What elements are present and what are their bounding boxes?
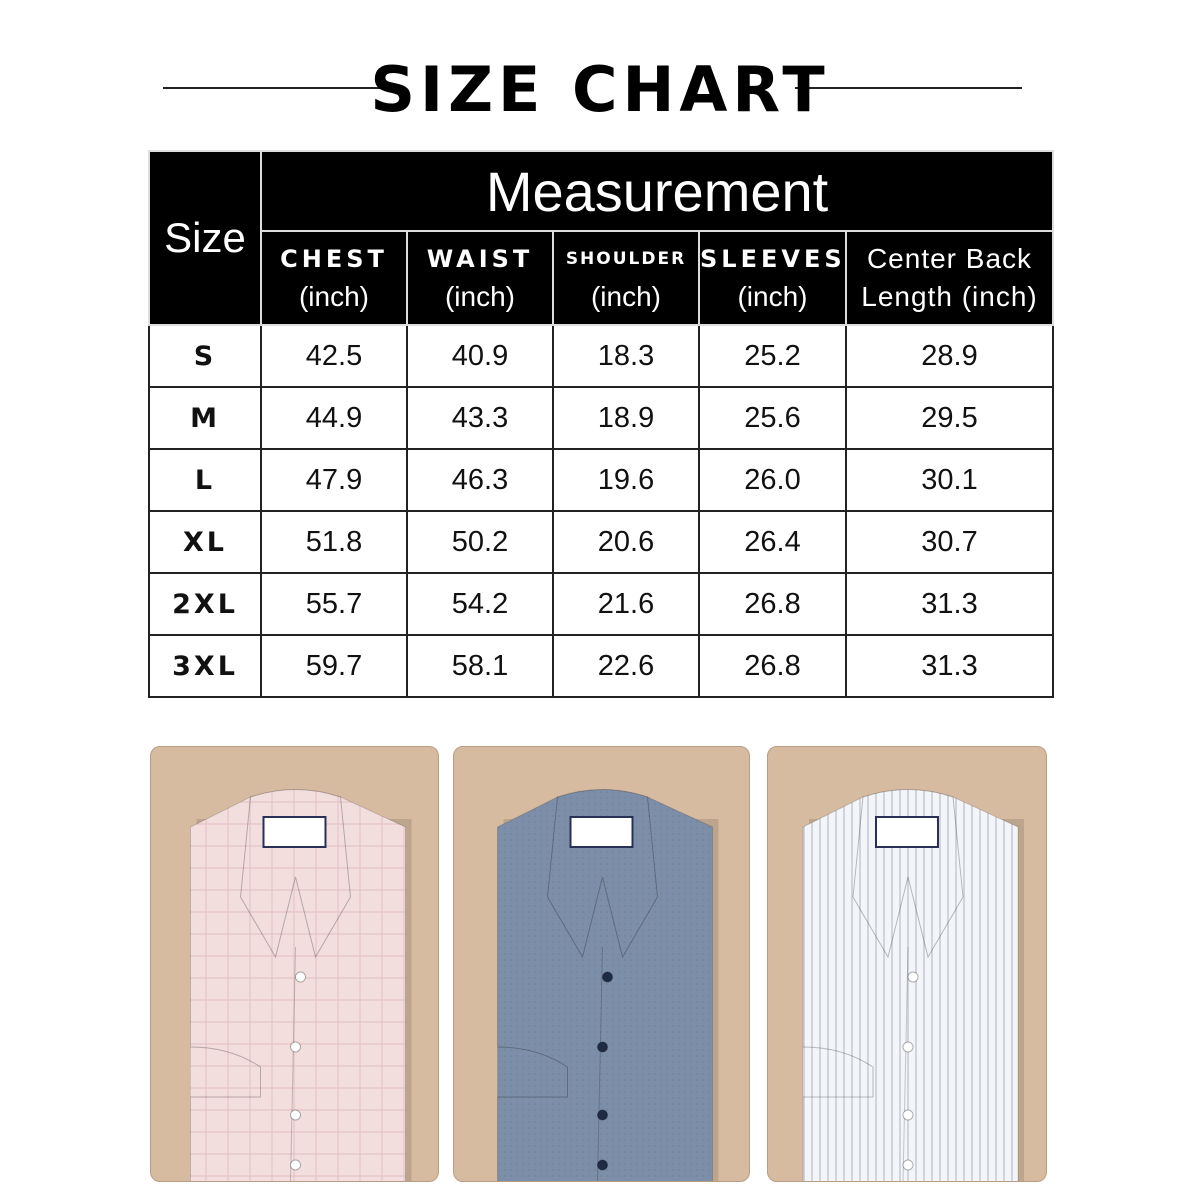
shirt-button xyxy=(902,1109,914,1121)
value-cell: 30.7 xyxy=(845,510,1054,574)
shirt-button xyxy=(907,971,919,983)
value-cell: 55.7 xyxy=(260,572,408,636)
column-header: CHEST (inch) xyxy=(260,230,408,326)
shirt-button xyxy=(597,1159,608,1171)
shirt-image xyxy=(802,789,1024,1181)
title-area: SIZE CHART xyxy=(0,55,1200,125)
value-cell: 59.7 xyxy=(260,634,408,698)
value-cell: 47.9 xyxy=(260,448,408,512)
value-cell: 18.9 xyxy=(552,386,700,450)
column-header: SLEEVES (inch) xyxy=(698,230,847,326)
size-table: Size Measurement CHEST (inch) WAIST (inch) S… xyxy=(148,150,1054,698)
column-name: Center Back xyxy=(866,243,1033,274)
column-unit: (inch) xyxy=(590,281,661,312)
value-cell: 20.6 xyxy=(552,510,700,574)
shirt-button xyxy=(290,1159,301,1171)
shirt-button xyxy=(902,1041,914,1053)
column-unit: (inch) xyxy=(444,281,515,312)
column-name: CHEST xyxy=(280,245,388,273)
value-cell: 28.9 xyxy=(845,324,1054,388)
shirt-button xyxy=(902,1159,914,1171)
title-rule-left xyxy=(163,87,403,89)
value-cell: 54.2 xyxy=(406,572,554,636)
shirt-button xyxy=(290,1041,301,1053)
column-unit: (inch) xyxy=(737,281,808,312)
value-cell: 26.0 xyxy=(698,448,847,512)
value-cell: 31.3 xyxy=(845,634,1054,698)
value-cell: 40.9 xyxy=(406,324,554,388)
value-cell: 42.5 xyxy=(260,324,408,388)
value-cell: 25.2 xyxy=(698,324,847,388)
table-row: XL 51.8 50.2 20.6 26.4 30.7 xyxy=(148,510,1054,574)
shirt-panel-white xyxy=(767,746,1047,1182)
value-cell: 58.1 xyxy=(406,634,554,698)
value-cell: 44.9 xyxy=(260,386,408,450)
column-name: SHOULDER xyxy=(565,249,687,269)
shirt-image xyxy=(190,789,412,1181)
shirt-panel-blue xyxy=(453,746,750,1182)
table-row: S 42.5 40.9 18.3 25.2 28.9 xyxy=(148,324,1054,388)
shirt-image xyxy=(497,789,719,1181)
value-cell: 46.3 xyxy=(406,448,554,512)
value-cell: 26.8 xyxy=(698,634,847,698)
table-row: 3XL 59.7 58.1 22.6 26.8 31.3 xyxy=(148,634,1054,698)
size-cell: 3XL xyxy=(148,634,262,698)
shirt-button xyxy=(597,1109,608,1121)
size-cell: L xyxy=(148,448,262,512)
value-cell: 29.5 xyxy=(845,386,1054,450)
column-header: SHOULDER (inch) xyxy=(552,230,700,326)
column-unit: (inch) xyxy=(298,281,369,312)
column-name: WAIST xyxy=(426,245,534,273)
measurement-header: Measurement xyxy=(260,150,1054,232)
shirt-panel-pink xyxy=(150,746,439,1182)
shirt-button xyxy=(295,971,306,983)
value-cell: 22.6 xyxy=(552,634,700,698)
column-name: SLEEVES xyxy=(700,245,846,273)
column-unit: Length (inch) xyxy=(861,281,1038,312)
size-header: Size xyxy=(148,150,262,326)
size-cell: S xyxy=(148,324,262,388)
value-cell: 31.3 xyxy=(845,572,1054,636)
value-cell: 26.4 xyxy=(698,510,847,574)
value-cell: 19.6 xyxy=(552,448,700,512)
title-rule-right xyxy=(795,87,1022,89)
value-cell: 26.8 xyxy=(698,572,847,636)
value-cell: 43.3 xyxy=(406,386,554,450)
column-header: WAIST (inch) xyxy=(406,230,554,326)
value-cell: 21.6 xyxy=(552,572,700,636)
table-row: L 47.9 46.3 19.6 26.0 30.1 xyxy=(148,448,1054,512)
value-cell: 50.2 xyxy=(406,510,554,574)
table-row: 2XL 55.7 54.2 21.6 26.8 31.3 xyxy=(148,572,1054,636)
column-header: Center Back Length (inch) xyxy=(845,230,1054,326)
shirt-button xyxy=(602,971,613,983)
value-cell: 25.6 xyxy=(698,386,847,450)
value-cell: 18.3 xyxy=(552,324,700,388)
shirt-button xyxy=(290,1109,301,1121)
page-title: SIZE CHART xyxy=(370,53,830,126)
size-cell: M xyxy=(148,386,262,450)
size-cell: 2XL xyxy=(148,572,262,636)
value-cell: 51.8 xyxy=(260,510,408,574)
value-cell: 30.1 xyxy=(845,448,1054,512)
shirt-button xyxy=(597,1041,608,1053)
table-row: M 44.9 43.3 18.9 25.6 29.5 xyxy=(148,386,1054,450)
size-cell: XL xyxy=(148,510,262,574)
